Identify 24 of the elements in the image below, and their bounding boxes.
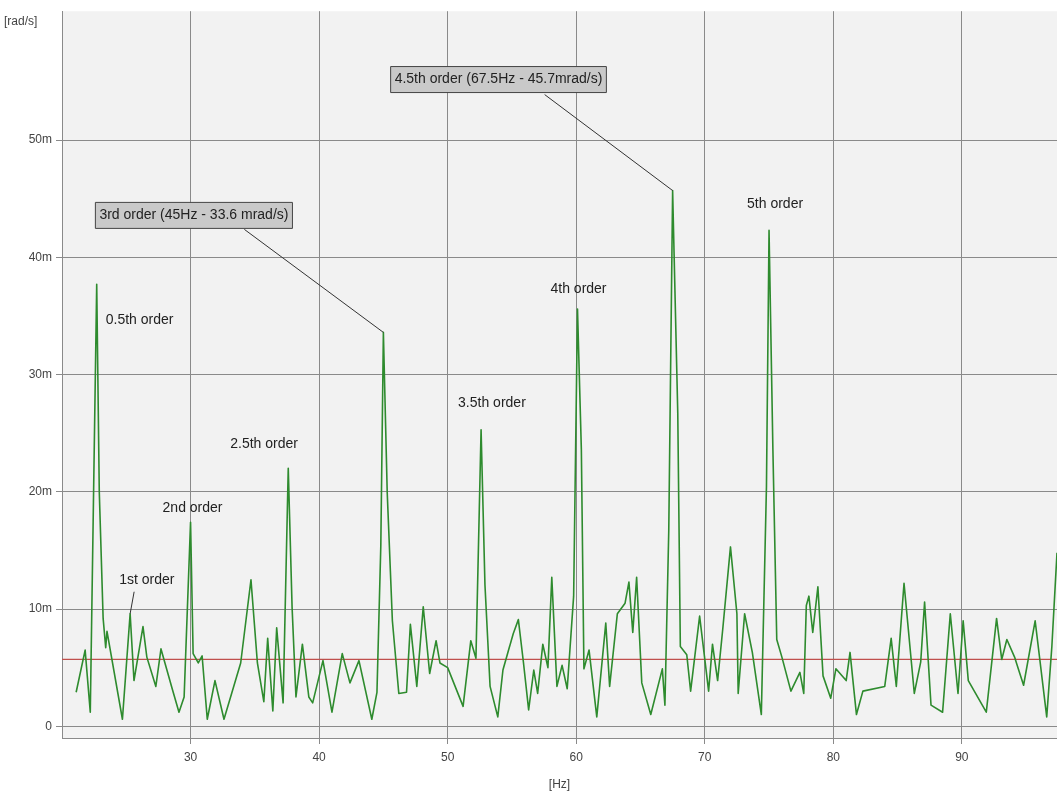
y-tick-label: 10m: [28, 601, 52, 616]
y-tick-label: 20m: [28, 484, 52, 499]
x-tick-label: 30: [183, 749, 198, 764]
y-axis-title: [rad/s]: [4, 14, 38, 29]
annotation: 3.5th order: [458, 393, 527, 410]
annotation: 2nd order: [162, 499, 223, 516]
annotation: 4.5th order (67.5Hz - 45.7mrad/s): [394, 70, 603, 87]
annotation: 1st order: [119, 570, 175, 587]
annotation: 5th order: [747, 195, 804, 212]
annotation: 2.5th order: [230, 435, 299, 452]
annotation: 0.5th order: [105, 311, 174, 328]
y-tick-label: 50m: [28, 132, 52, 147]
x-tick-label: 90: [955, 749, 969, 764]
x-axis-title: [Hz]: [548, 777, 571, 792]
x-tick-label: 50: [440, 749, 455, 764]
x-tick-label: 40: [312, 749, 327, 764]
x-tick-label: 80: [826, 749, 841, 764]
y-tick-label: 40m: [28, 249, 52, 264]
annotation: 3rd order (45Hz - 33.6 mrad/s): [99, 206, 289, 223]
x-tick-label: 70: [698, 749, 712, 764]
x-tick-label: 60: [569, 749, 584, 764]
y-tick-label: 30m: [28, 366, 52, 381]
annotation: 4th order: [550, 279, 607, 296]
y-tick-label: 0: [45, 718, 53, 733]
